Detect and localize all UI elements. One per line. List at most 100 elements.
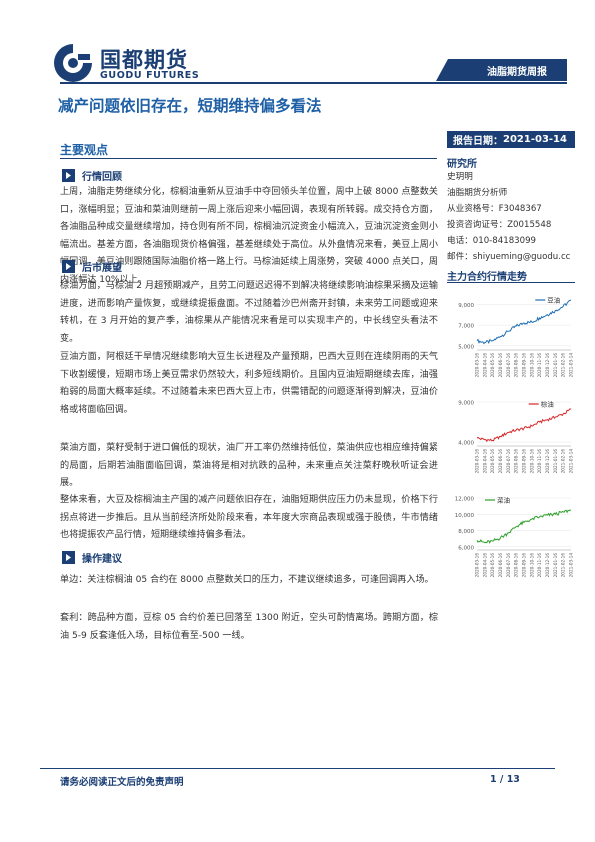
x-tick-label: 2020-06-16: [498, 449, 503, 474]
x-tick-label: 2020-08-16: [514, 553, 519, 578]
y-tick-label: 7,000: [458, 324, 474, 330]
email-link[interactable]: 邮件：shiyueming@guodu.cc: [447, 252, 571, 262]
charts-heading: 主力合约行情走势: [447, 272, 527, 283]
phone-number: 电话：010-84183099: [447, 236, 537, 246]
y-tick-label: 8,000: [458, 529, 474, 535]
disclaimer-notice: 请务必阅读正文后的免责声明: [60, 777, 184, 788]
x-tick-label: 2020-11-16: [537, 353, 542, 378]
subsection-market-review: 行情回顾: [62, 168, 122, 183]
x-tick-label: 2020-11-16: [537, 553, 542, 578]
legend-label: 豆油: [547, 296, 560, 305]
paragraph: 整体来看，大豆及棕榈油主产国的减产问题依旧存在，油脂短期供应压力仍未显现，价格下…: [60, 495, 438, 540]
outlook-body: 菜油方面，菜籽受制于进口偏低的现状，油厂开工率仍然维持低位，菜油供应也相应维持偏…: [60, 440, 438, 493]
legend-label: 棕油: [541, 400, 554, 409]
report-category-tag: 油脂期货周报: [436, 59, 567, 81]
outlook-body: 豆油方面，阿根廷干旱情况继续影响大豆生长进程及产量预期，巴西大豆则在连续阴雨的天…: [60, 349, 438, 419]
x-tick-label: 2020-04-16: [482, 353, 487, 378]
x-tick-label: 2021-02-16: [561, 449, 566, 474]
logo-chinese-name: 国都期货: [100, 48, 188, 72]
x-tick-label: 2020-05-16: [490, 553, 495, 578]
subsection-heading: 后市展望: [82, 262, 122, 274]
x-tick-label: 2021-03-14: [569, 353, 574, 378]
x-tick-label: 2020-10-16: [529, 449, 534, 474]
y-tick-label: 5,000: [458, 344, 474, 350]
x-tick-label: 2020-04-16: [482, 449, 487, 474]
soybean-oil-chart: 9,000 7,000 5,000 2020-03-16 2020-04-16 2020-…: [447, 288, 575, 388]
paragraph: 棕油方面，马棕油 2 月超预期减产，且劳工问题迟迟得不到解决将继续影响油棕果采摘…: [60, 281, 438, 344]
x-tick-label: 2021-01-16: [553, 353, 558, 378]
x-tick-label: 2020-10-16: [529, 553, 534, 578]
y-tick-label: 9,000: [458, 303, 474, 309]
paragraph: 套利：跨品种方面，豆棕 05 合约价差已回落至 1300 附近，空头可酌情离场。…: [60, 613, 438, 641]
x-tick-label: 2020-03-16: [475, 553, 480, 578]
x-tick-label: 2020-03-16: [475, 449, 480, 474]
x-tick-label: 2020-03-16: [475, 353, 480, 378]
report-date-bar: 报告日期： 2021-03-14: [447, 131, 575, 148]
analyst-role: 油脂期货分析师: [447, 188, 508, 198]
x-tick-label: 2020-11-16: [537, 449, 542, 474]
y-tick-label: 4,000: [458, 441, 474, 447]
x-tick-label: 2020-09-16: [522, 449, 527, 474]
logo-mark-icon: [54, 44, 92, 82]
rapeseed-oil-chart: 12,000 10,000 8,000 6,000 2020-03-16 2020-04-…: [447, 488, 575, 588]
paragraph: 豆油方面，阿根廷干旱情况继续影响大豆生长进程及产量预期，巴西大豆则在连续阴雨的天…: [60, 352, 438, 415]
report-date-value: 2021-03-14: [503, 134, 567, 145]
analyst-name: 史玥明: [447, 172, 473, 182]
series-line: [476, 408, 572, 443]
subsection-outlook: 后市展望: [62, 259, 122, 274]
x-tick-label: 2020-12-16: [545, 353, 550, 378]
x-tick-label: 2020-10-16: [529, 353, 534, 378]
footer-divider: [40, 768, 555, 769]
paragraph: 菜油方面，菜籽受制于进口偏低的现状，油厂开工率仍然维持低位，菜油供应也相应维持偏…: [60, 443, 438, 488]
arrow-bullet-icon: [62, 550, 75, 564]
legend-label: 菜油: [497, 496, 510, 505]
x-tick-label: 2020-07-16: [506, 449, 511, 474]
logo-english-name: GUODU FUTURES: [100, 70, 200, 81]
subsection-heading: 操作建议: [82, 553, 122, 565]
x-tick-label: 2020-08-16: [514, 353, 519, 378]
market-review-body: 上周，油脂走势继续分化，棕榈油重新从豆油手中夺回领头羊位置，周中上破 8000 …: [60, 184, 438, 289]
consulting-certificate: 投资咨询证号：Z0015548: [447, 220, 552, 230]
series-line: [476, 509, 572, 544]
subsection-operation: 操作建议: [62, 550, 122, 565]
outlook-body: 棕油方面，马棕油 2 月超预期减产，且劳工问题迟迟得不到解决将继续影响油棕果采摘…: [60, 278, 438, 348]
subsection-heading: 行情回顾: [82, 171, 122, 183]
arrow-bullet-icon: [62, 259, 75, 273]
sidebar-heading: 研究所: [447, 159, 477, 170]
charts-heading-divider: [447, 282, 575, 283]
x-tick-label: 2020-06-16: [498, 353, 503, 378]
x-tick-label: 2020-12-16: [545, 449, 550, 474]
x-tick-label: 2021-03-14: [569, 449, 574, 474]
page-number: 1 / 13: [490, 774, 520, 785]
x-tick-label: 2020-08-16: [514, 449, 519, 474]
header-divider: [60, 82, 567, 84]
x-tick-label: 2020-09-16: [522, 553, 527, 578]
y-tick-label: 10,000: [455, 513, 475, 519]
x-tick-label: 2021-03-14: [569, 553, 574, 578]
x-tick-label: 2020-06-16: [498, 553, 503, 578]
x-tick-label: 2021-02-16: [561, 353, 566, 378]
outlook-body: 整体来看，大豆及棕榈油主产国的减产问题依旧存在，油脂短期供应压力仍未显现，价格下…: [60, 492, 438, 545]
paragraph: 单边：关注棕榈油 05 合约在 8000 点整数关口的压力，不建议继续追多，可逢…: [60, 575, 434, 585]
y-tick-label: 6,000: [458, 545, 474, 551]
x-tick-label: 2021-01-16: [553, 553, 558, 578]
report-title: 减产问题依旧存在，短期维持偏多看法: [58, 97, 322, 115]
series-line: [476, 299, 571, 345]
report-date-label: 报告日期: [453, 136, 493, 147]
paragraph: 上周，油脂走势继续分化，棕榈油重新从豆油手中夺回领头羊位置，周中上破 8000 …: [60, 187, 438, 285]
arrow-bullet-icon: [62, 168, 75, 182]
palm-oil-chart: 9,000 4,000 2020-03-16 2020-04-16 2020-05-16…: [447, 392, 575, 484]
main-points-divider: [60, 158, 437, 159]
x-tick-label: 2021-02-16: [561, 553, 566, 578]
x-tick-label: 2020-04-16: [482, 553, 487, 578]
main-points-title: 主要观点: [60, 143, 109, 157]
x-tick-label: 2020-07-16: [506, 553, 511, 578]
analyst-sidebar: 研究所 史玥明 油脂期货分析师 从业资格号：F3048367 投资咨询证号：Z0…: [447, 155, 575, 265]
qualification-number: 从业资格号：F3048367: [447, 204, 542, 214]
x-tick-label: 2020-07-16: [506, 353, 511, 378]
x-tick-label: 2020-12-16: [545, 553, 550, 578]
y-tick-label: 9,000: [458, 401, 474, 407]
operation-body: 单边：关注棕榈油 05 合约在 8000 点整数关口的压力，不建议继续追多，可逢…: [60, 572, 438, 590]
